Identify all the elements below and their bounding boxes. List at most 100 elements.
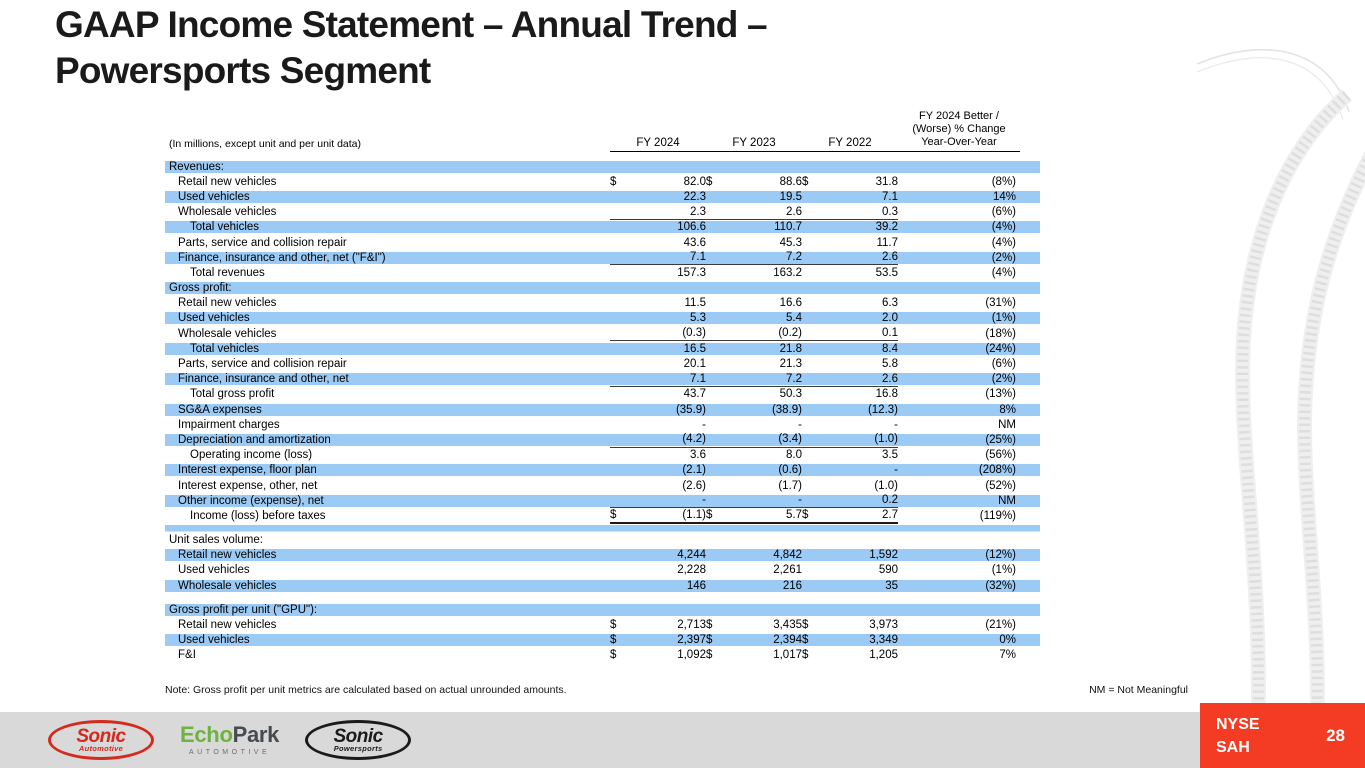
currency-symbol: $ <box>802 619 809 632</box>
value-column: $3,435 <box>706 619 802 631</box>
cell-value: 0.2 <box>882 494 898 507</box>
cell-value: 21.3 <box>779 358 802 371</box>
value-column: 163.2 <box>706 267 802 279</box>
table-row: Retail new vehicles 11.5 16.6 6.3 (31%) <box>165 296 1040 311</box>
pct-change-value: (1%) <box>991 312 1016 325</box>
currency-symbol <box>802 549 817 561</box>
cell-value: 106.6 <box>677 221 706 234</box>
echopark-park: Park <box>232 722 280 747</box>
pct-change-value: 8% <box>999 403 1016 416</box>
row-label: Retail new vehicles <box>178 619 277 632</box>
pct-change-value: (25%) <box>985 433 1016 446</box>
currency-symbol <box>802 580 817 592</box>
value-column: $3,349 <box>802 634 898 646</box>
value-column: 6.3 <box>802 297 898 309</box>
row-values: 16.5 21.8 8.4 <box>610 341 898 356</box>
cell-value: 2,261 <box>773 564 802 577</box>
cell-value: 3.6 <box>690 449 706 462</box>
currency-symbol <box>706 419 721 431</box>
value-column: 1,592 <box>802 549 898 561</box>
row-values: (0.3) (0.2) 0.1 <box>610 326 898 342</box>
currency-symbol <box>706 312 721 324</box>
units-label: (In millions, except unit and per unit d… <box>169 138 362 150</box>
currency-symbol <box>706 221 721 233</box>
cell-value: 2.6 <box>882 372 898 385</box>
cell-value: 20.1 <box>683 358 706 371</box>
currency-symbol <box>610 373 625 385</box>
cell-value: 2,394 <box>773 634 802 647</box>
currency-symbol: $ <box>802 175 809 188</box>
nm-definition-note: NM = Not Meaningful <box>1089 684 1188 696</box>
cell-value: (12.3) <box>867 403 898 416</box>
column-header: FY 2023 <box>706 137 802 152</box>
row-values: - - 0.2 <box>610 493 898 509</box>
row-label: Interest expense, other, net <box>178 479 318 492</box>
pct-change-value: (52%) <box>985 479 1016 492</box>
cell-value: (1.0) <box>874 433 898 446</box>
table-spacer-row <box>165 523 1040 533</box>
currency-symbol <box>802 494 817 506</box>
currency-symbol <box>802 297 817 309</box>
echopark-logo-word: EchoPark <box>180 724 279 746</box>
row-label: Gross profit: <box>169 282 232 295</box>
currency-symbol <box>802 221 817 233</box>
pct-change-value: (2%) <box>991 251 1016 264</box>
currency-symbol: $ <box>802 634 809 647</box>
value-column: (0.2) <box>706 327 802 339</box>
currency-symbol <box>610 464 625 476</box>
value-column: 0.3 <box>802 206 898 218</box>
row-label: Parts, service and collision repair <box>178 236 347 249</box>
value-column: 7.2 <box>706 373 802 385</box>
value-column: 5.3 <box>610 312 706 324</box>
cell-value: 2,397 <box>677 634 706 647</box>
value-column: $1,017 <box>706 649 802 661</box>
value-column: 0.2 <box>802 494 898 506</box>
currency-symbol <box>802 433 817 445</box>
row-label: Parts, service and collision repair <box>178 358 347 371</box>
currency-symbol: $ <box>706 508 713 521</box>
currency-symbol <box>610 191 625 203</box>
column-header: FY 2024 <box>610 137 706 152</box>
row-label: Other income (expense), net <box>178 494 324 507</box>
row-label: Finance, insurance and other, net ("F&I"… <box>178 251 386 264</box>
table-row: Impairment charges - - - NM <box>165 417 1040 432</box>
table-row: F&I $1,092 $1,017 $1,205 7% <box>165 648 1040 663</box>
value-column: - <box>706 419 802 431</box>
value-column: (1.0) <box>802 433 898 445</box>
currency-symbol: $ <box>610 649 617 662</box>
cell-value: 50.3 <box>779 388 802 401</box>
table-row: Used vehicles $2,397 $2,394 $3,349 0% <box>165 632 1040 648</box>
currency-symbol: $ <box>802 649 809 662</box>
row-label: F&I <box>178 649 196 662</box>
row-label: Total gross profit <box>190 388 275 401</box>
table-row: Retail new vehicles 4,244 4,842 1,592 (12%) <box>165 547 1040 563</box>
value-column: 2,261 <box>706 564 802 576</box>
sonic-automotive-logo: Sonic Automotive <box>48 720 154 760</box>
value-column: 3.5 <box>802 449 898 461</box>
currency-symbol <box>610 564 625 576</box>
currency-symbol <box>706 404 721 416</box>
row-values: $2,713 $3,435 $3,973 <box>610 617 898 632</box>
currency-symbol <box>706 549 721 561</box>
change-header-line: (Worse) % Change <box>912 123 1006 135</box>
currency-symbol: $ <box>706 649 713 662</box>
cell-value: 11.7 <box>876 236 898 249</box>
value-column: (1.0) <box>802 480 898 492</box>
cell-value: 216 <box>782 579 802 592</box>
currency-symbol <box>802 480 817 492</box>
cell-value: 31.8 <box>875 175 898 188</box>
currency-symbol <box>802 251 817 263</box>
row-values: 157.3 163.2 53.5 <box>610 265 898 280</box>
cell-value: 45.3 <box>779 236 802 249</box>
value-column: $1,205 <box>802 649 898 661</box>
table-spacer-row <box>165 593 1040 602</box>
income-statement-table: (In millions, except unit and per unit d… <box>165 100 1040 663</box>
table-row: Total gross profit 43.7 50.3 16.8 (13%) <box>165 387 1040 402</box>
pct-change-value: (4%) <box>991 266 1016 279</box>
pct-change-value: (13%) <box>985 388 1016 401</box>
currency-symbol <box>610 206 625 218</box>
currency-symbol <box>802 343 817 355</box>
currency-symbol <box>610 419 625 431</box>
row-label: Depreciation and amortization <box>178 433 331 446</box>
pct-change-value: (31%) <box>985 297 1016 310</box>
